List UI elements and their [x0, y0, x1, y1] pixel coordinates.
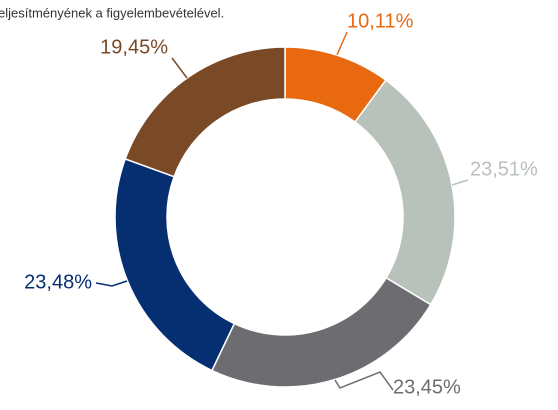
data-label: 19,45%	[100, 36, 168, 58]
leader-line	[451, 179, 469, 186]
donut-slice	[210, 276, 432, 388]
data-label: 23,51%	[470, 158, 538, 180]
data-label: 23,48%	[24, 271, 92, 293]
donut-slice	[353, 79, 456, 306]
donut-slice	[124, 46, 286, 178]
leader-line	[95, 280, 128, 287]
chart-title: eljesítményének a figyelembevételével.	[0, 5, 224, 20]
leader-line	[171, 57, 188, 79]
data-label: 10,11%	[347, 10, 414, 32]
donut-slice	[114, 157, 236, 372]
data-label: 23,45%	[393, 376, 461, 398]
leader-line	[336, 31, 348, 56]
leader-line	[334, 371, 394, 391]
